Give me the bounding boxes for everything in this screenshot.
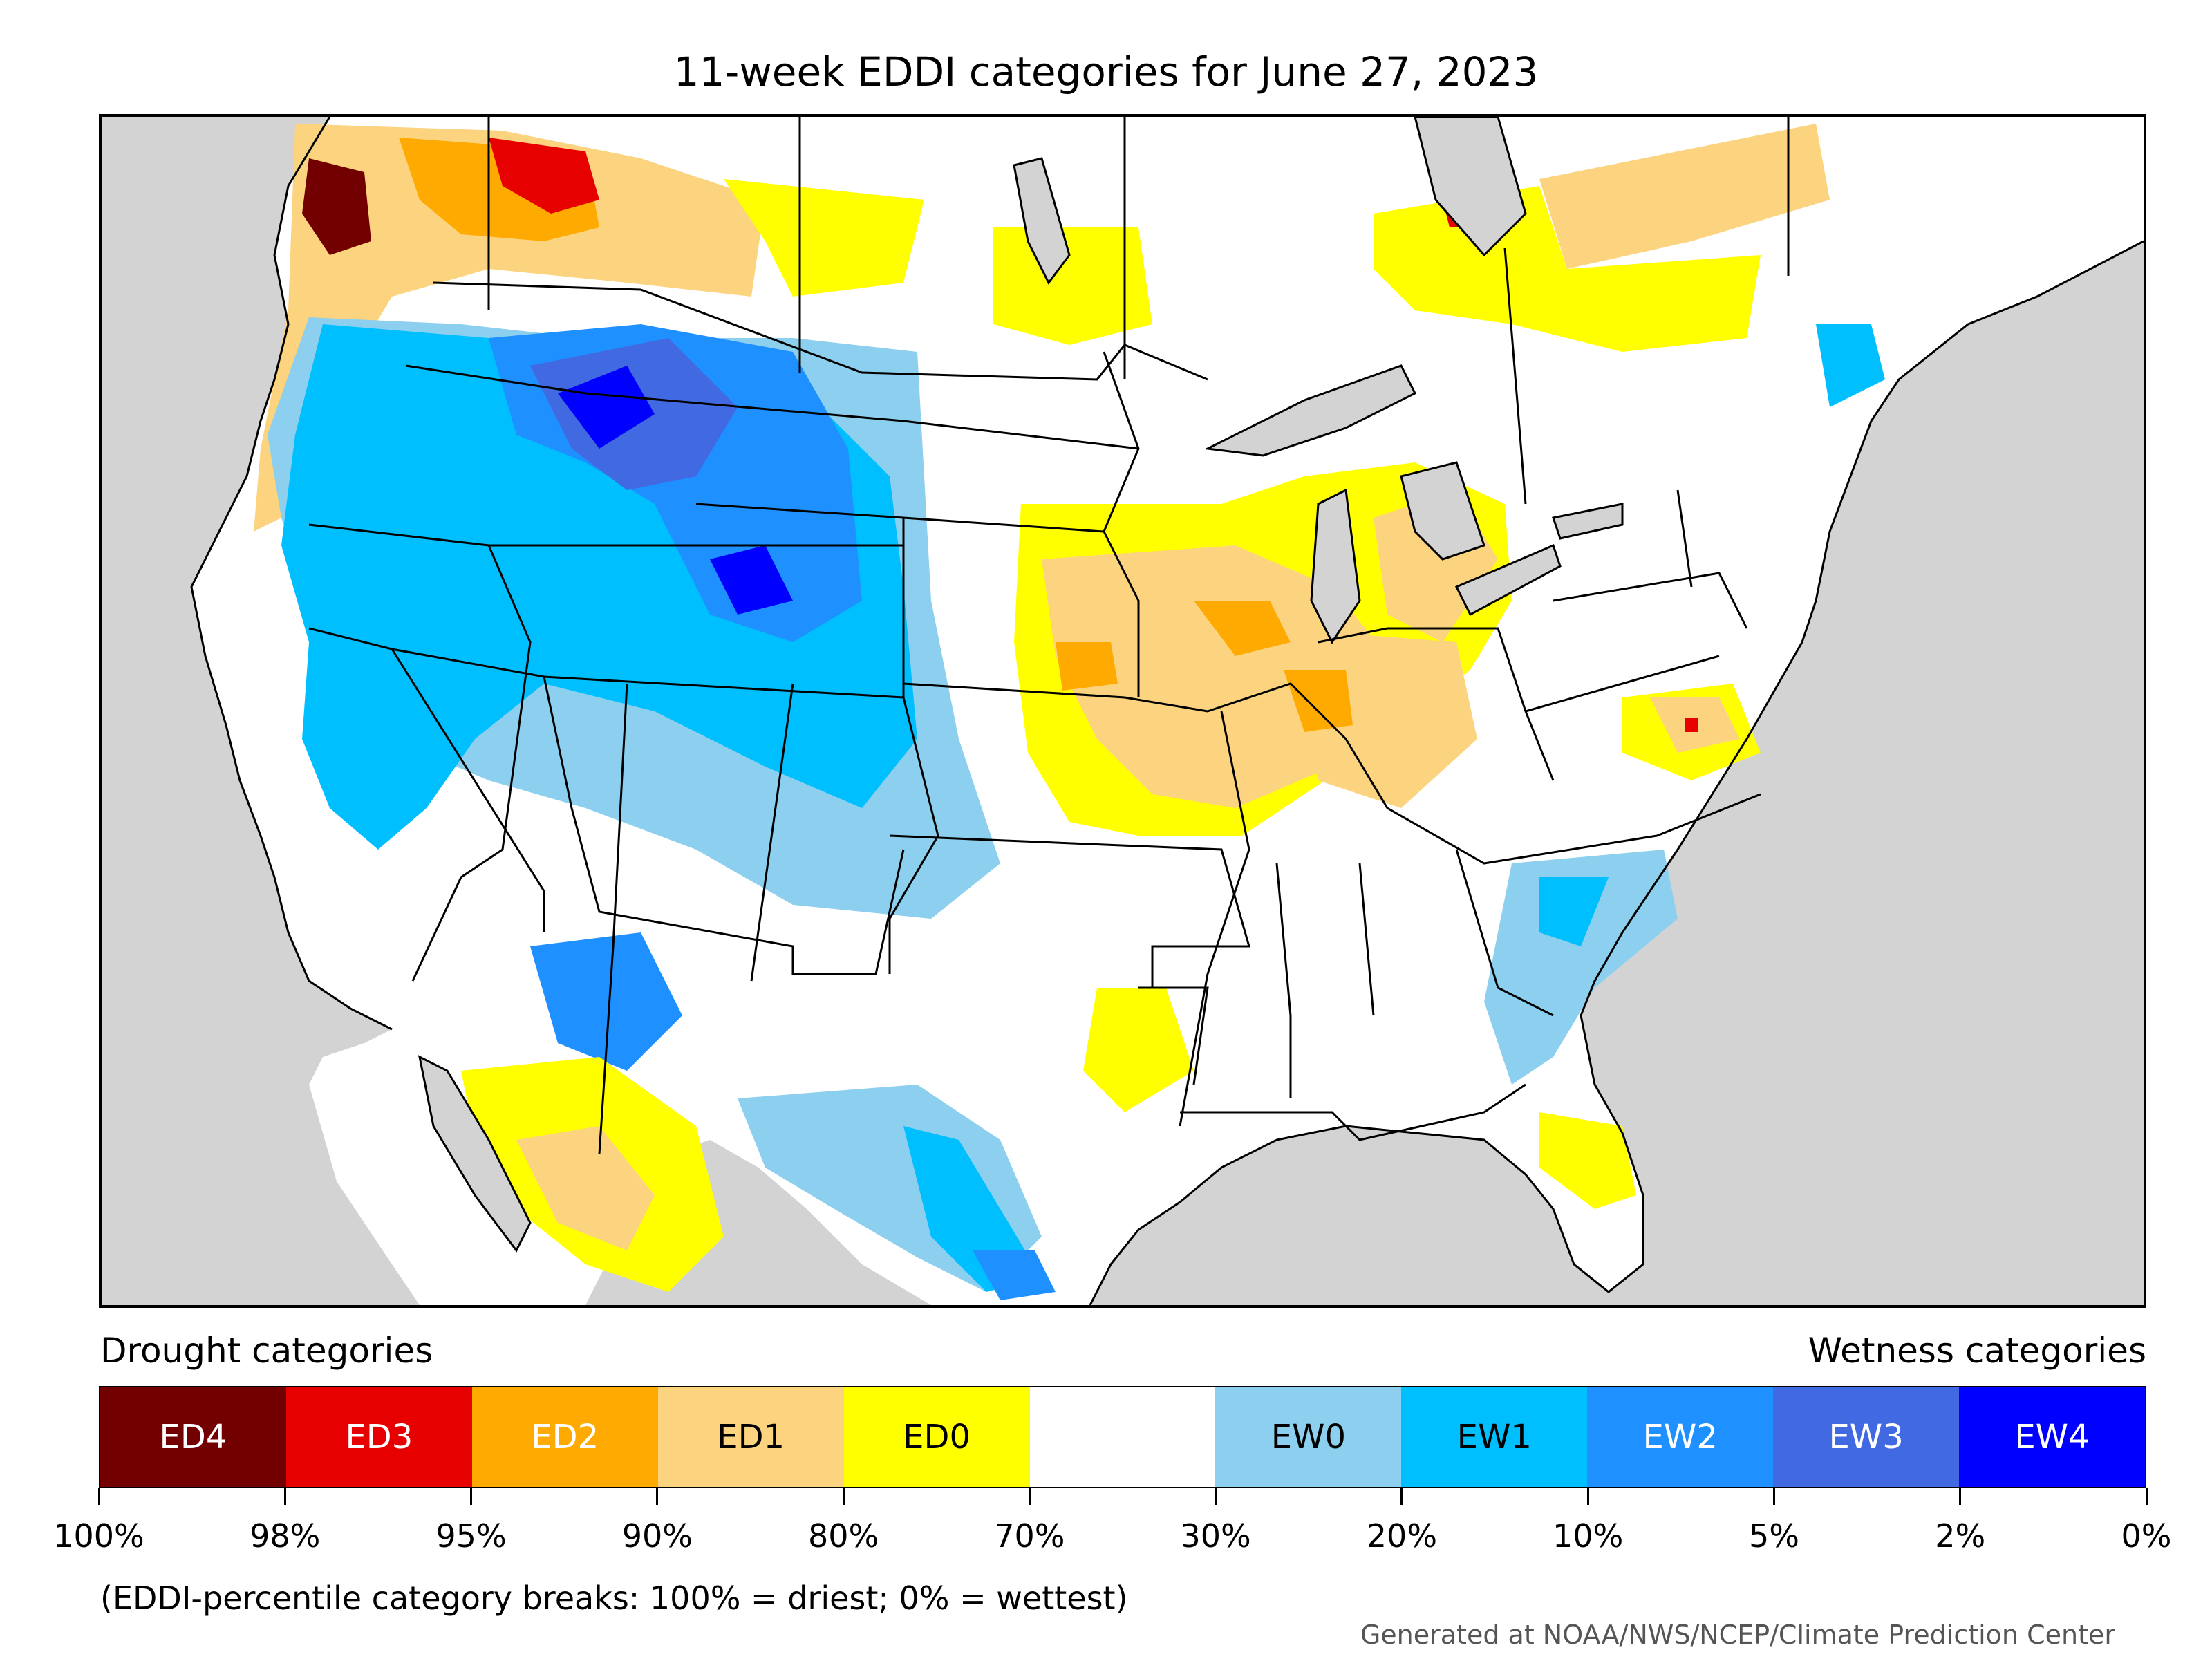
us-canada-border	[433, 281, 1208, 381]
category-legend-bar: ED4 ED3 ED2 ED1 ED0 EW0 EW1 EW2 EW3 EW4	[99, 1386, 2146, 1488]
canada-provinces	[487, 117, 1790, 505]
shade-ed3-virginia	[1685, 718, 1698, 732]
great-lakes	[1013, 117, 1624, 644]
shade-ew1-northeast	[1816, 324, 1885, 407]
shade-ew1-carolinas	[1539, 877, 1609, 946]
legend-tick-label: 2%	[1935, 1517, 1986, 1555]
shade-ed1-midwest	[1042, 545, 1387, 808]
shade-ed1-northwest	[254, 124, 765, 532]
shade-ew1-arizona	[530, 932, 682, 1071]
shade-ed2-nebraska	[1056, 642, 1118, 691]
legend-tick	[97, 1488, 100, 1505]
shade-ew4-wyoming	[710, 545, 793, 615]
shade-ed1-southwest	[516, 1126, 655, 1250]
legend-tick-label: 70%	[994, 1517, 1065, 1555]
gulf-of-california	[418, 1055, 532, 1253]
legend-tick	[1028, 1488, 1031, 1505]
hudson-bay-inlet	[1414, 117, 1527, 257]
legend-tick-label: 0%	[2121, 1517, 2172, 1555]
shade-ew0-carolinas	[1484, 850, 1678, 1085]
lake-huron	[1400, 461, 1485, 561]
legend-tick-label: 30%	[1180, 1517, 1251, 1555]
legend-tick-label: 98%	[250, 1517, 321, 1555]
legend-cell-ed4: ED4	[100, 1387, 286, 1487]
drought-categories-header: Drought categories	[100, 1331, 433, 1371]
legend-tick	[1959, 1488, 1962, 1505]
legend-ticks	[97, 1488, 2148, 1509]
legend-tick-label: 80%	[807, 1517, 879, 1555]
shade-ed2-illinois	[1284, 670, 1353, 732]
legend-cell-ew4: EW4	[1959, 1387, 2145, 1487]
legend-tick	[470, 1488, 473, 1505]
legend-tick	[842, 1488, 845, 1505]
legend-cell-ew0: EW0	[1215, 1387, 1402, 1487]
shade-ed1-quebec	[1539, 124, 1830, 269]
legend-cell-ed3: ED3	[285, 1387, 472, 1487]
wetness-categories-header: Wetness categories	[1808, 1331, 2146, 1371]
legend-tick	[1400, 1488, 1403, 1505]
eddi-map	[99, 114, 2146, 1308]
legend-tick	[1215, 1488, 1217, 1505]
shade-ed0-canada-prairie	[724, 179, 924, 297]
legend-tick	[2145, 1488, 2148, 1505]
lake-ontario	[1552, 503, 1624, 540]
legend-tick-label: 95%	[435, 1517, 507, 1555]
boundaries	[308, 117, 1790, 1154]
shade-ed3-northwest	[489, 138, 599, 214]
legend-tick-label: 5%	[1748, 1517, 1799, 1555]
legend-tick-label: 20%	[1366, 1517, 1438, 1555]
legend-cell-ed2: ED2	[471, 1387, 658, 1487]
shade-ed2-iowa	[1194, 601, 1291, 656]
legend-cell-normal	[1029, 1387, 1216, 1487]
shade-ed0-manitoba	[993, 227, 1152, 345]
shade-ed0-louisiana	[1083, 988, 1194, 1112]
shade-ed4-northwest	[302, 158, 371, 255]
legend-tick-label: 10%	[1553, 1517, 1624, 1555]
legend-tick	[1772, 1488, 1775, 1505]
shade-ew4-idaho	[558, 366, 655, 449]
credit-line: Generated at NOAA/NWS/NCEP/Climate Predi…	[1360, 1620, 2115, 1650]
lake-michigan	[1310, 488, 1361, 644]
coastline	[190, 117, 2144, 1305]
map-title: 11-week EDDI categories for June 27, 202…	[673, 48, 1539, 95]
category-note: (EDDI-percentile category breaks: 100% =…	[100, 1580, 1128, 1617]
shade-ew2-texas-coast	[973, 1250, 1056, 1300]
legend-cell-ew1: EW1	[1401, 1387, 1588, 1487]
map-canvas	[190, 117, 2144, 1305]
legend-cell-ed1: ED1	[657, 1387, 844, 1487]
legend-tick	[283, 1488, 286, 1505]
lake-erie	[1454, 543, 1562, 617]
legend-cell-ed0: ED0	[843, 1387, 1030, 1487]
legend-tick	[656, 1488, 659, 1505]
lake-winnipeg	[1013, 157, 1071, 285]
lake-superior	[1203, 364, 1417, 457]
legend-tick	[1586, 1488, 1589, 1505]
legend-tick-label: 100%	[53, 1517, 144, 1555]
legend-cell-ew3: EW3	[1773, 1387, 1960, 1487]
shade-ed0-florida	[1539, 1112, 1636, 1209]
legend-cell-ew2: EW2	[1587, 1387, 1774, 1487]
legend-tick-label: 90%	[621, 1517, 693, 1555]
